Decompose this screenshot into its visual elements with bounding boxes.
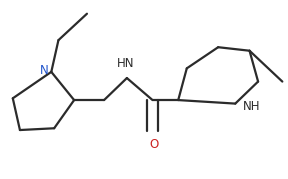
Text: HN: HN — [117, 57, 134, 70]
Text: N: N — [40, 64, 49, 77]
Text: NH: NH — [242, 100, 260, 113]
Text: O: O — [149, 138, 159, 151]
